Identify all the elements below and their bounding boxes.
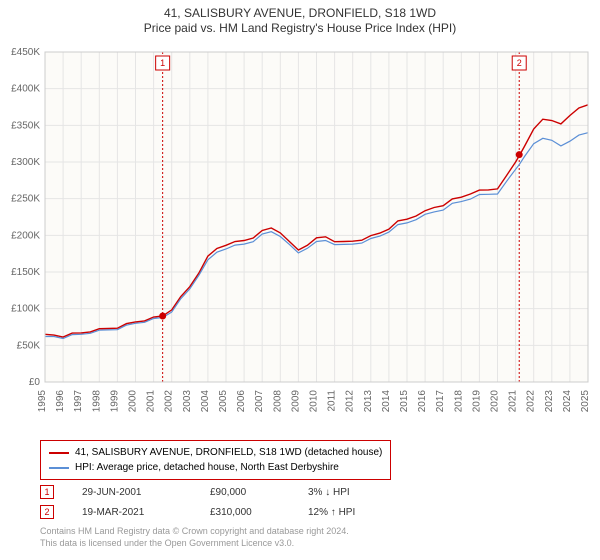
- svg-text:2006: 2006: [236, 390, 247, 413]
- svg-text:2: 2: [517, 58, 522, 68]
- svg-text:2023: 2023: [544, 390, 555, 413]
- svg-text:2025: 2025: [580, 390, 591, 413]
- sale-diff: 3% ↓ HPI: [308, 487, 388, 498]
- legend-box: 41, SALISBURY AVENUE, DRONFIELD, S18 1WD…: [40, 440, 391, 480]
- sale-row: 1 29-JUN-2001 £90,000 3% ↓ HPI: [40, 482, 388, 502]
- svg-text:1996: 1996: [55, 390, 66, 413]
- sale-diff: 12% ↑ HPI: [308, 507, 388, 518]
- svg-text:2010: 2010: [309, 390, 320, 413]
- svg-text:2005: 2005: [218, 390, 229, 413]
- sale-date: 19-MAR-2021: [82, 507, 182, 518]
- svg-text:£400K: £400K: [11, 84, 40, 95]
- footer-attribution: Contains HM Land Registry data © Crown c…: [40, 526, 349, 549]
- svg-text:2009: 2009: [290, 390, 301, 413]
- svg-text:1: 1: [160, 58, 165, 68]
- svg-text:2004: 2004: [200, 390, 211, 413]
- svg-text:2021: 2021: [508, 390, 519, 413]
- svg-text:2011: 2011: [327, 390, 338, 412]
- sale-price: £310,000: [210, 507, 280, 518]
- svg-text:2012: 2012: [345, 390, 356, 413]
- svg-text:£250K: £250K: [11, 194, 40, 205]
- legend-label: HPI: Average price, detached house, Nort…: [75, 460, 339, 475]
- svg-text:2018: 2018: [453, 390, 464, 413]
- svg-text:1999: 1999: [109, 390, 120, 413]
- sales-table: 1 29-JUN-2001 £90,000 3% ↓ HPI 2 19-MAR-2021 £…: [40, 482, 388, 522]
- svg-text:2024: 2024: [562, 390, 573, 413]
- svg-text:£300K: £300K: [11, 157, 40, 168]
- svg-text:2020: 2020: [490, 390, 501, 413]
- title-block: 41, SALISBURY AVENUE, DRONFIELD, S18 1WD…: [0, 0, 600, 37]
- svg-text:2015: 2015: [399, 390, 410, 413]
- svg-text:2007: 2007: [254, 390, 265, 413]
- svg-text:2019: 2019: [471, 390, 482, 413]
- svg-text:2003: 2003: [182, 390, 193, 413]
- svg-text:£0: £0: [29, 377, 41, 388]
- chart-area: £0 £50K £100K £150K £200K £250K £300K £350K £400…: [0, 42, 600, 432]
- svg-text:2016: 2016: [417, 390, 428, 413]
- chart-title: 41, SALISBURY AVENUE, DRONFIELD, S18 1WD: [0, 6, 600, 20]
- legend-label: 41, SALISBURY AVENUE, DRONFIELD, S18 1WD…: [75, 445, 382, 460]
- svg-text:2013: 2013: [363, 390, 374, 413]
- sale-date: 29-JUN-2001: [82, 487, 182, 498]
- svg-text:2014: 2014: [381, 390, 392, 413]
- svg-text:2002: 2002: [164, 390, 175, 413]
- footer-line-1: Contains HM Land Registry data © Crown c…: [40, 526, 349, 538]
- svg-text:2017: 2017: [435, 390, 446, 413]
- svg-text:£450K: £450K: [11, 47, 40, 58]
- legend-swatch: [49, 452, 69, 454]
- svg-text:2001: 2001: [146, 390, 157, 413]
- svg-text:£100K: £100K: [11, 304, 40, 315]
- chart-container: 41, SALISBURY AVENUE, DRONFIELD, S18 1WD…: [0, 0, 600, 560]
- svg-text:£350K: £350K: [11, 120, 40, 131]
- sale-row: 2 19-MAR-2021 £310,000 12% ↑ HPI: [40, 502, 388, 522]
- legend-item: 41, SALISBURY AVENUE, DRONFIELD, S18 1WD…: [49, 445, 382, 460]
- svg-text:2008: 2008: [272, 390, 283, 413]
- chart-subtitle: Price paid vs. HM Land Registry's House …: [0, 20, 600, 37]
- svg-text:2000: 2000: [128, 390, 139, 413]
- svg-text:£200K: £200K: [11, 230, 40, 241]
- svg-text:1995: 1995: [37, 390, 48, 413]
- legend-item: HPI: Average price, detached house, Nort…: [49, 460, 382, 475]
- svg-text:1997: 1997: [73, 390, 84, 413]
- chart-svg: £0 £50K £100K £150K £200K £250K £300K £350K £400…: [0, 42, 600, 432]
- sale-marker: 1: [40, 485, 54, 499]
- svg-text:£150K: £150K: [11, 267, 40, 278]
- legend-swatch: [49, 467, 69, 469]
- footer-line-2: This data is licensed under the Open Gov…: [40, 538, 349, 550]
- svg-text:£50K: £50K: [17, 340, 41, 351]
- sale-marker: 2: [40, 505, 54, 519]
- svg-text:2022: 2022: [526, 390, 537, 413]
- svg-text:1998: 1998: [91, 390, 102, 413]
- sale-price: £90,000: [210, 487, 280, 498]
